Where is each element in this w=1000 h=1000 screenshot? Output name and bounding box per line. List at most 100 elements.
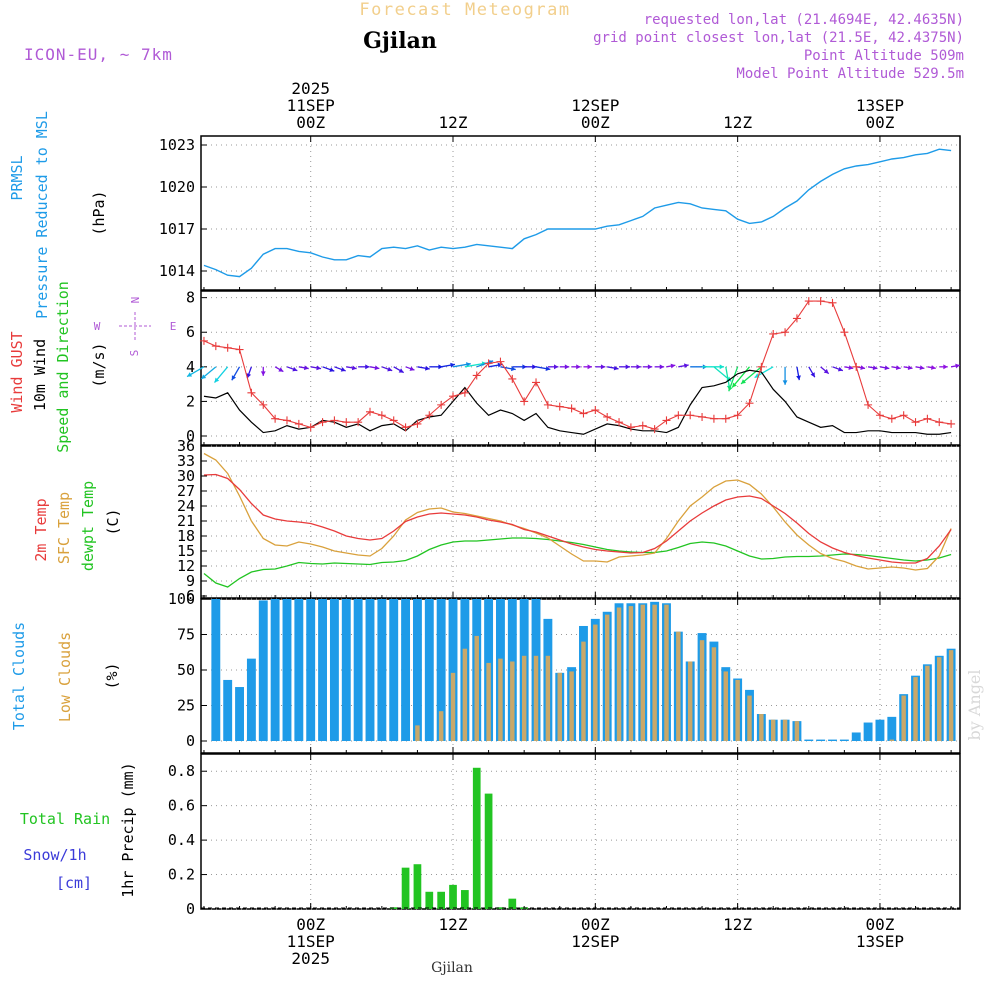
wind-arrow: [417, 365, 430, 371]
gust-marker: [199, 336, 208, 345]
low-cloud-bar: [593, 624, 598, 741]
wind-arrow-head: [796, 375, 801, 381]
total-cloud-bar: [235, 687, 244, 741]
compass-n: N: [129, 297, 142, 304]
gust-marker: [615, 418, 624, 427]
y-tick-label: 1017: [159, 220, 195, 238]
wind-arrow: [535, 366, 551, 371]
wind-arrow: [405, 366, 415, 371]
wind-arrow-head: [553, 364, 559, 370]
total-cloud-bar: [211, 599, 221, 741]
model-altitude: Model Point Altitude 529.5m: [736, 66, 964, 82]
total-cloud-bar: [851, 732, 861, 741]
wind-arrow-head: [351, 365, 357, 371]
total-clouds-label: Total Clouds: [10, 622, 28, 730]
y-tick-label: 0: [186, 732, 195, 750]
wind-arrow: [246, 366, 253, 379]
y-tick-label: 50: [177, 661, 195, 679]
y-tick-label: 0.6: [168, 797, 195, 815]
wind-arrow: [731, 366, 750, 388]
low-cloud-bar: [486, 662, 491, 741]
total-cloud-bar: [436, 599, 446, 741]
low-cloud-bar: [498, 658, 503, 741]
gust-marker: [745, 399, 754, 408]
gust-marker: [757, 362, 766, 371]
wind-arrow: [808, 366, 816, 378]
wind-arrow: [334, 366, 346, 372]
wind-arrow-head: [587, 364, 592, 370]
wind-arrow: [654, 364, 665, 370]
wind-arrow: [782, 366, 788, 385]
temp-2m-label: 2m Temp: [32, 498, 50, 561]
wind-arrow-shaft: [731, 366, 750, 388]
total-cloud-bar: [294, 599, 304, 741]
total-cloud-bar: [401, 599, 411, 741]
wind-arrow-head: [600, 364, 606, 370]
wind-units: (m/s): [90, 342, 108, 387]
total-cloud-bar: [341, 599, 351, 741]
gust-marker: [899, 411, 908, 420]
wind-arrow: [310, 365, 322, 371]
gust-marker: [211, 342, 220, 351]
wind-arrow-head: [872, 365, 878, 371]
wind-arrow-head: [647, 364, 653, 370]
wind-arrow: [214, 366, 229, 383]
bottom-time-label: 12Z: [439, 915, 468, 934]
wind-gust-line: [203, 300, 952, 430]
gust-marker: [650, 425, 659, 434]
wind-arrow-head: [316, 365, 322, 371]
top-time-label: 00Z: [296, 113, 325, 132]
gust-marker: [887, 414, 896, 423]
gust-marker: [294, 419, 303, 428]
total-cloud-bar: [246, 658, 256, 741]
y-tick-label: 24: [177, 497, 195, 515]
wind-arrow: [186, 366, 205, 378]
rain-bar: [484, 793, 493, 909]
gust-marker: [579, 409, 588, 418]
wind-arrow: [727, 366, 739, 392]
gust-marker: [603, 412, 612, 421]
y-tick-label: 1014: [159, 262, 195, 280]
y-tick-label: 30: [177, 467, 195, 485]
clouds-units: (%): [103, 662, 121, 689]
temp-units: (C): [104, 508, 122, 535]
wind-arrow: [441, 362, 456, 368]
top-time-label: 12SEP: [571, 96, 619, 115]
y-tick-label: 2: [186, 392, 195, 410]
compass-s: S: [128, 350, 141, 357]
wind-arrow: [939, 364, 948, 370]
wind-arrow-head: [719, 364, 725, 370]
low-cloud-bar: [533, 655, 539, 741]
wind-arrow: [678, 363, 689, 369]
rain-bar: [449, 884, 457, 909]
low-cloud-bar: [747, 695, 752, 741]
temp-2m-line: [203, 473, 952, 564]
bottom-time-label: 00Z: [581, 915, 610, 934]
wind-arrow: [286, 366, 298, 372]
wind-arrow-head: [895, 365, 901, 370]
wind-arrow-head: [201, 374, 207, 380]
y-tick-label: 12: [177, 557, 195, 575]
gust-marker: [365, 407, 374, 416]
gust-marker: [472, 371, 481, 380]
total-cloud-bar: [448, 599, 458, 741]
wind-arrow-head: [727, 386, 733, 392]
top-time-label: 00Z: [865, 113, 894, 132]
low-cloud-bar: [770, 719, 776, 741]
y-tick-label: 27: [177, 482, 195, 500]
wind-arrow: [702, 364, 725, 370]
gust-marker: [686, 411, 695, 420]
top-time-label: 12Z: [439, 113, 468, 132]
gust-marker: [840, 328, 849, 337]
y-tick-label: 100: [168, 590, 195, 608]
gust-marker: [816, 297, 825, 306]
bottom-time-label: 12SEP: [571, 932, 619, 951]
gust-marker: [520, 397, 529, 406]
gust-marker: [282, 416, 291, 425]
wind-arrow: [231, 366, 241, 381]
y-tick-label: 8: [186, 289, 195, 307]
wind-arrow-head: [955, 363, 960, 369]
top-time-label: 13SEP: [856, 96, 904, 115]
model-label: ICON-EU, ~ 7km: [24, 45, 173, 64]
meteogram-title: Forecast Meteogram: [359, 0, 570, 20]
